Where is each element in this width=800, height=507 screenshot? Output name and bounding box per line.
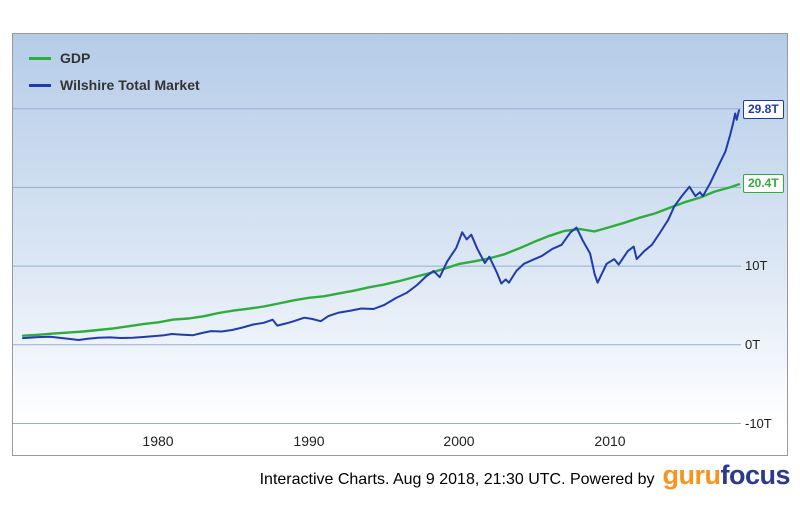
logo-focus: focus xyxy=(720,460,790,490)
x-axis-tick-2010: 2010 xyxy=(594,433,626,449)
gdp-line-swatch xyxy=(29,56,51,60)
logo-guru: guru xyxy=(662,460,721,490)
series-line-gdp[interactable] xyxy=(21,183,741,337)
footer-caption: Interactive Charts. Aug 9 2018, 21:30 UT… xyxy=(259,471,655,488)
gdp-value-badge: 20.4T xyxy=(743,174,784,193)
legend-item-gdp[interactable]: GDP xyxy=(29,50,200,66)
wilshire-value-badge: 29.8T xyxy=(743,100,784,119)
y-axis-tick-0t: 0T xyxy=(745,337,761,352)
y-axis-tick-10t: 10T xyxy=(745,258,768,273)
gurufocus-logo[interactable]: gurufocus xyxy=(662,460,790,491)
y-axis-tick-neg10t: -10T xyxy=(745,416,772,431)
x-axis-tick-1990: 1990 xyxy=(293,433,325,449)
chart-container: GDP Wilshire Total Market 10T 0T -10T 29… xyxy=(12,33,788,456)
legend: GDP Wilshire Total Market xyxy=(29,50,200,104)
x-axis-tick-2000: 2000 xyxy=(443,433,475,449)
footer: Interactive Charts. Aug 9 2018, 21:30 UT… xyxy=(0,460,800,491)
legend-label-gdp: GDP xyxy=(60,50,91,66)
legend-item-wilshire[interactable]: Wilshire Total Market xyxy=(29,77,200,93)
wilshire-line-swatch xyxy=(29,83,51,87)
series-line-wilshire[interactable] xyxy=(22,109,740,341)
legend-label-wilshire: Wilshire Total Market xyxy=(60,77,200,93)
chart-plot[interactable] xyxy=(13,34,787,455)
x-axis-tick-1980: 1980 xyxy=(142,433,174,449)
